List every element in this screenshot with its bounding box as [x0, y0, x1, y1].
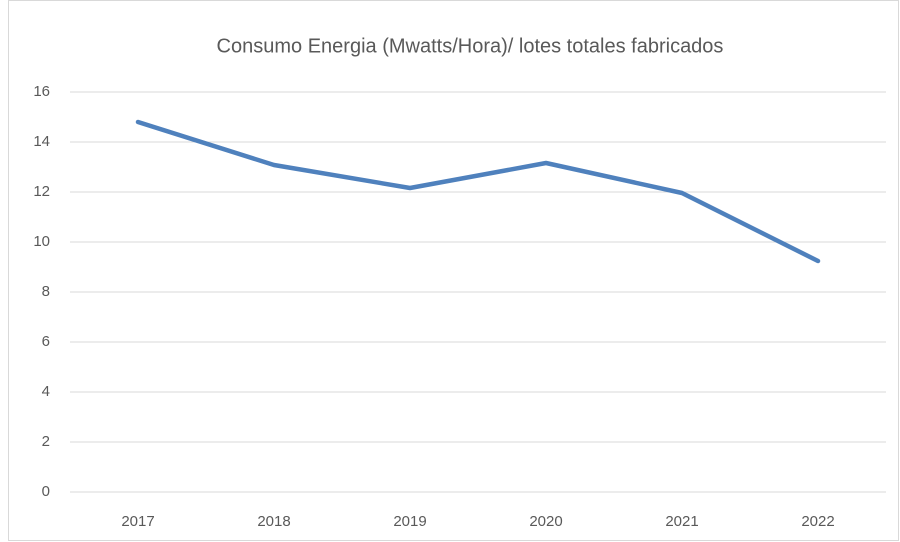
x-tick-label: 2021 — [665, 513, 698, 530]
y-tick-label: 2 — [42, 433, 50, 450]
y-tick-label: 8 — [42, 283, 50, 300]
y-tick-label: 4 — [42, 383, 50, 400]
y-tick-label: 0 — [42, 483, 50, 500]
x-tick-label: 2019 — [393, 513, 426, 530]
y-tick-label: 10 — [33, 233, 50, 250]
y-tick-label: 6 — [42, 333, 50, 350]
chart-border — [8, 0, 899, 541]
x-tick-label: 2017 — [121, 513, 154, 530]
x-tick-label: 2020 — [529, 513, 562, 530]
chart-title: Consumo Energia (Mwatts/Hora)/ lotes tot… — [217, 35, 724, 57]
data-line — [135, 119, 821, 264]
y-tick-label: 14 — [33, 133, 50, 150]
x-tick-label: 2018 — [257, 513, 290, 530]
y-tick-label: 12 — [33, 183, 50, 200]
x-tick-label: 2022 — [801, 513, 834, 530]
y-tick-label: 16 — [33, 83, 50, 100]
